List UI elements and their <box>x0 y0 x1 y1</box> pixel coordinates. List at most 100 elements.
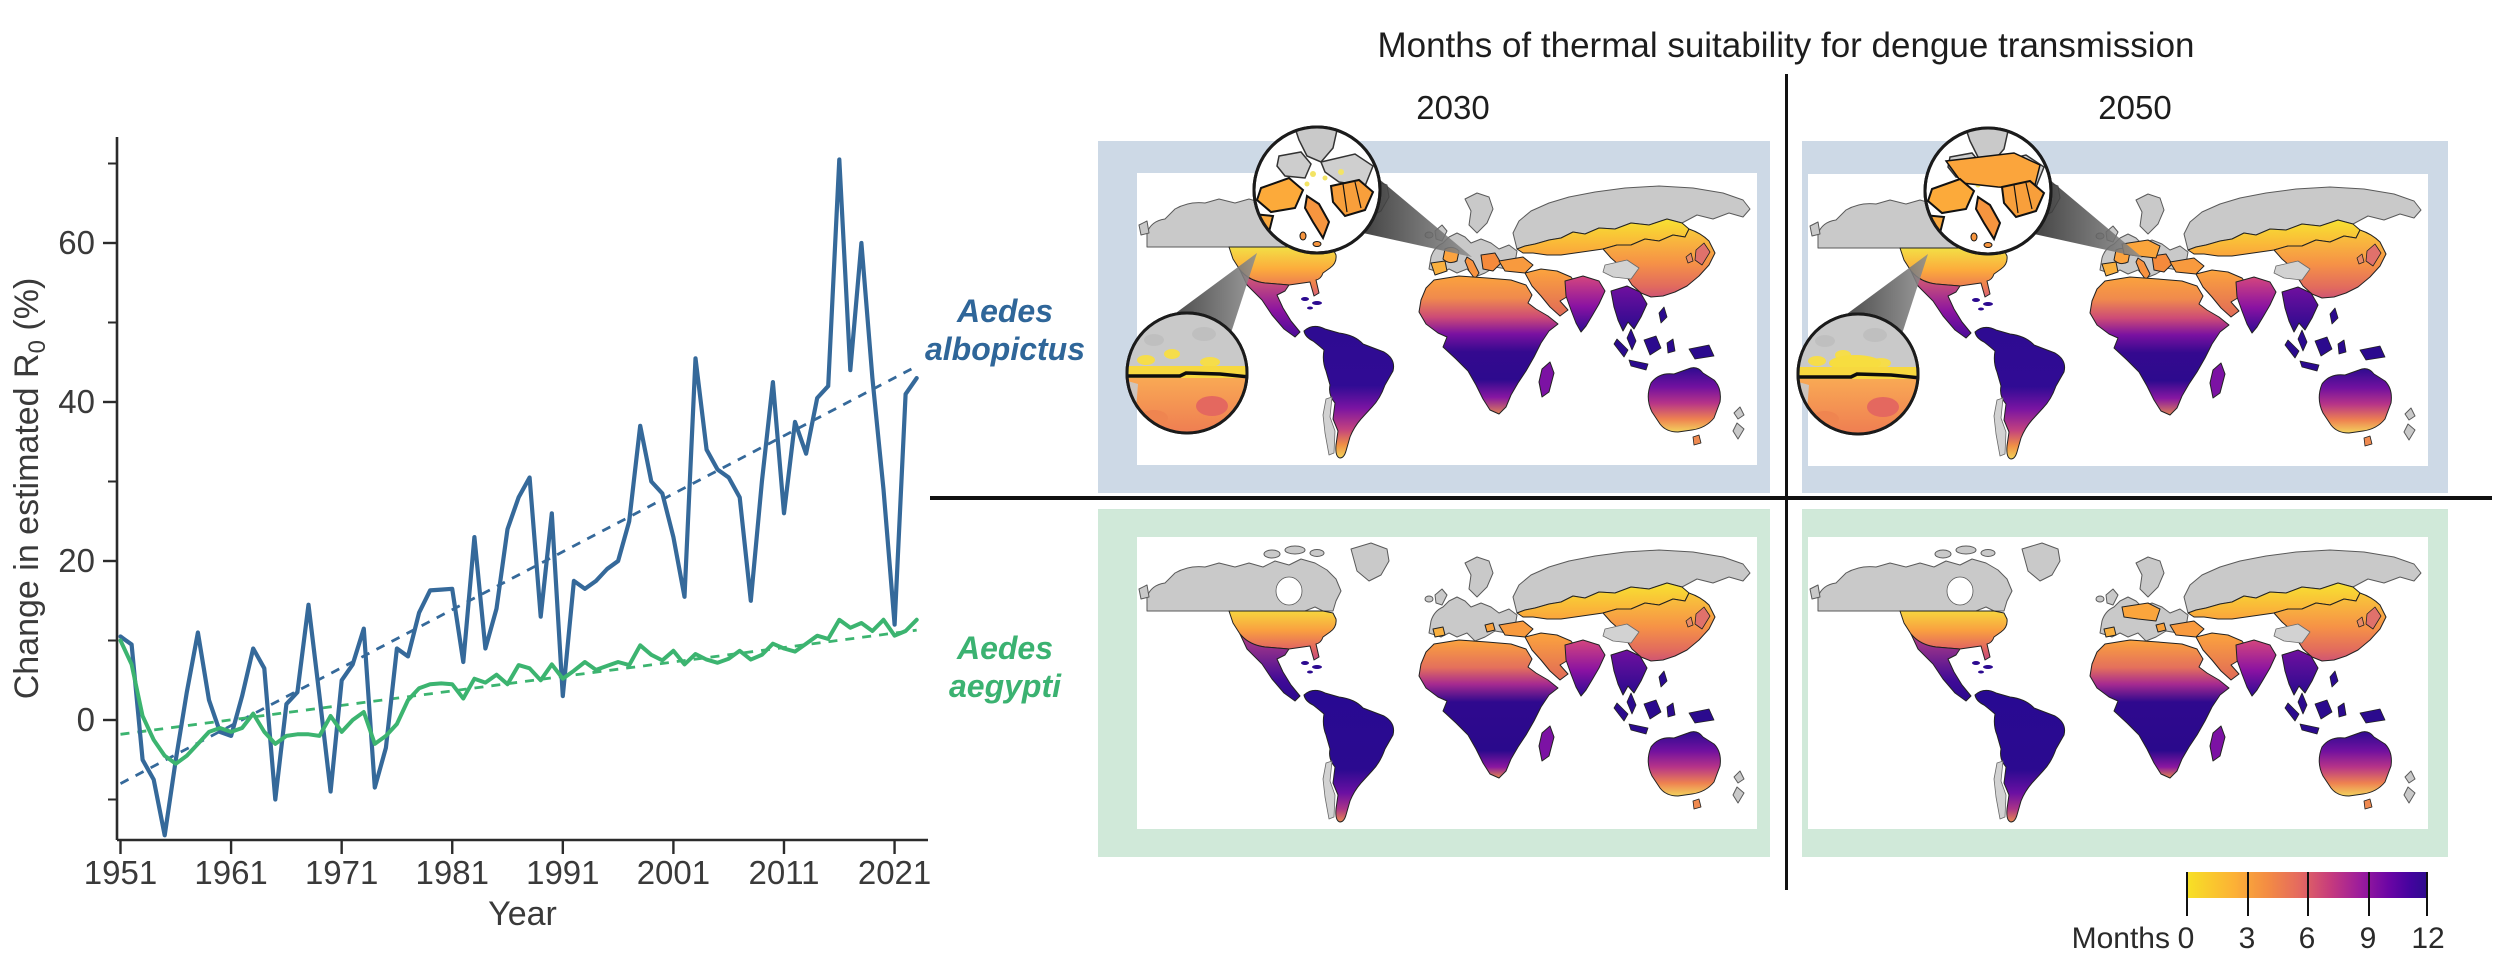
panel-albopictus-2030 <box>1098 125 1770 493</box>
column-label-2050: 2050 <box>2098 89 2172 126</box>
region-southeast-asia <box>2281 649 2319 696</box>
species-name-line1: Aedes <box>956 630 1054 666</box>
x-tick-label: 1971 <box>305 854 378 891</box>
region-tibet-plateau <box>2273 260 2311 281</box>
y-tick-label: 40 <box>58 383 95 420</box>
region-philippines <box>1658 670 1668 688</box>
world-map <box>1138 542 1751 823</box>
trend-line-aegypti <box>120 628 917 736</box>
hudson-bay <box>1275 576 1303 606</box>
caribbean-island <box>1307 306 1313 310</box>
region-canada <box>1146 558 1342 618</box>
region-korea <box>1685 252 1694 264</box>
maps-title: Months of thermal suitability for dengue… <box>1377 26 2195 65</box>
world-map-aegypti-2030 <box>1137 537 1757 829</box>
region-madagascar <box>2209 725 2226 762</box>
region-andes-chile <box>1322 760 1336 820</box>
caribbean-island <box>1978 307 1984 311</box>
region-madagascar <box>1538 361 1555 398</box>
caribbean-island <box>1972 661 1980 665</box>
region-andes-chile <box>1993 760 2007 820</box>
region-uk <box>2105 588 2119 606</box>
caribbean-island <box>1983 302 1993 306</box>
europe-2050-extra-orange <box>2121 602 2161 622</box>
colorbar-tick-label: 0 <box>2177 922 2195 955</box>
region-new-zealand-south <box>1732 422 1745 440</box>
region-tibet-plateau <box>1602 259 1640 280</box>
world-map-aegypti-2050 <box>1808 537 2428 829</box>
colorbar-tick <box>2186 872 2188 916</box>
hudson-bay <box>1946 576 1974 606</box>
region-malay-peninsula <box>2297 692 2308 715</box>
row-label-aedes-aegypti: Aedes aegypti <box>875 629 1135 705</box>
region-india <box>1564 275 1606 333</box>
region-new-zealand <box>2404 770 2416 784</box>
region-madagascar <box>2209 362 2226 399</box>
column-label-2030: 2030 <box>1416 89 1490 126</box>
region-malay-peninsula <box>2297 329 2308 352</box>
region-south-america <box>1974 326 2066 460</box>
region-indonesia <box>2284 699 2386 735</box>
magnifier-inset-us-mexico-border <box>1796 312 1920 436</box>
region-australia <box>1647 367 1721 433</box>
region-south-america <box>1974 689 2066 823</box>
x-tick-label: 2001 <box>637 854 710 891</box>
region-africa <box>1418 275 1559 415</box>
caribbean-island <box>1301 297 1309 301</box>
x-tick-label: 1991 <box>526 854 599 891</box>
region-new-zealand-south <box>2403 786 2416 804</box>
y-tick-label: 60 <box>58 224 95 261</box>
row-divider-line <box>930 496 2492 500</box>
region-south-america <box>1303 689 1395 823</box>
region-ireland <box>1424 231 1434 239</box>
panel-aegypti-2030 <box>1098 509 1770 857</box>
caribbean-island <box>1972 298 1980 302</box>
magnifier-inset-us-mexico-border <box>1125 311 1249 435</box>
region-japan <box>1694 242 1711 266</box>
region-middle-east <box>2195 269 2249 318</box>
y-tick-label: 20 <box>58 542 95 579</box>
colorbar-tick-label: 6 <box>2298 922 2316 955</box>
caribbean-island <box>1983 665 1993 669</box>
region-korea <box>2356 616 2365 628</box>
species-name-line2: albopictus <box>924 331 1085 367</box>
region-southeast-asia <box>1610 285 1648 332</box>
region-alaska-tip <box>1809 584 1821 600</box>
region-china-east-asia <box>1602 228 1716 298</box>
region-malay-peninsula <box>1626 328 1637 351</box>
y-axis-title: Change in estimated R0 (%) <box>8 278 51 700</box>
region-ireland <box>2095 595 2105 603</box>
region-philippines <box>2329 670 2339 688</box>
region-korea <box>1685 616 1694 628</box>
europe-small-patches <box>2103 622 2167 638</box>
region-scandinavia <box>1464 556 1494 598</box>
region-canada <box>1817 558 2013 618</box>
x-axis-title: Year <box>488 895 557 933</box>
world-map <box>1809 542 2422 823</box>
caribbean-island <box>1978 670 1984 674</box>
magnifier-inset-europe <box>1252 125 1382 255</box>
panel-aegypti-2050 <box>1802 509 2448 857</box>
region-malay-peninsula <box>1626 692 1637 715</box>
region-southeast-asia <box>1610 649 1648 696</box>
region-anatolia <box>2169 620 2205 638</box>
region-new-zealand <box>1733 406 1745 420</box>
region-india <box>2235 639 2277 697</box>
arctic-island <box>1263 549 1281 559</box>
region-greenland <box>2021 542 2061 582</box>
row-label-aedes-albopictus: Aedes albopictus <box>875 292 1135 368</box>
region-china-east-asia <box>1602 592 1716 662</box>
region-scandinavia <box>2135 193 2165 235</box>
region-indonesia <box>1613 335 1715 371</box>
x-tick-label: 1961 <box>194 854 267 891</box>
region-uk <box>2105 225 2119 243</box>
region-tibet-plateau <box>2273 623 2311 644</box>
region-africa <box>1418 639 1559 779</box>
magnifier-inset-europe <box>1923 126 2053 256</box>
region-china-east-asia <box>2273 229 2387 299</box>
region-alaska-tip <box>1809 221 1821 237</box>
region-uk <box>1434 588 1448 606</box>
region-japan <box>2365 606 2382 630</box>
colorbar-label: Months <box>2071 922 2170 955</box>
